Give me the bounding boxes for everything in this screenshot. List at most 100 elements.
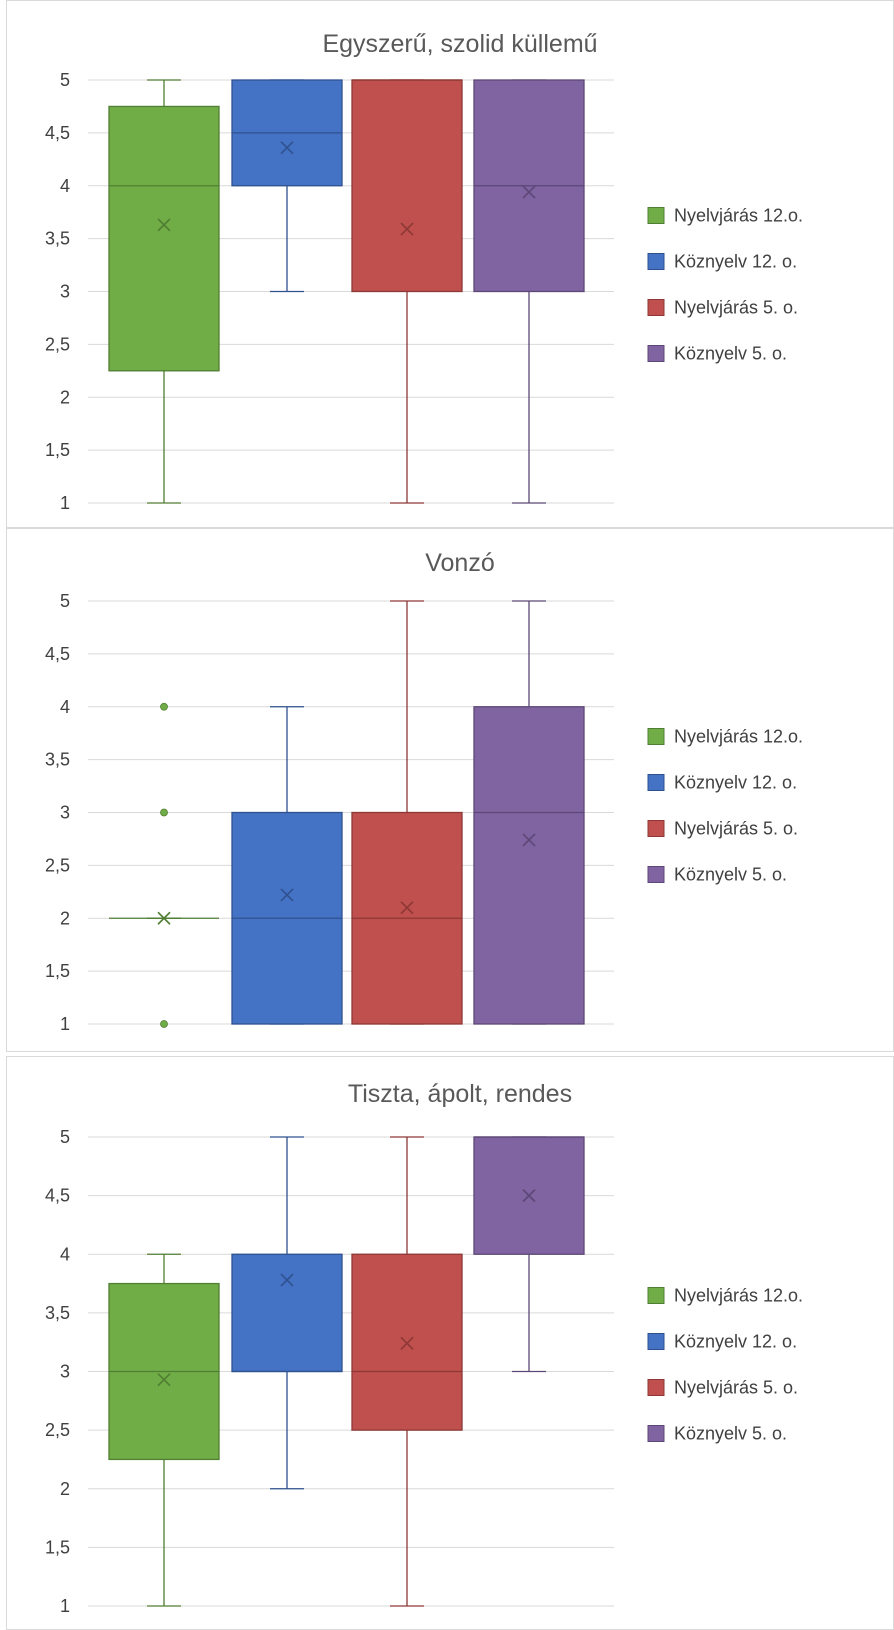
legend-label: Köznyelv 12. o. (674, 1332, 797, 1352)
box-group (231, 79, 343, 293)
y-tick-label: 5 (60, 591, 70, 611)
boxplot-chart-3: 1 1,5 2 2,5 3 3,5 4 4,5 5 Nyelvjárás 12.o. Köznye… (45, 1080, 803, 1616)
legend-swatch (647, 820, 665, 837)
legend-swatch (647, 1425, 665, 1442)
legend-label: Nyelvjárás 12.o. (674, 1286, 803, 1306)
y-tick-labels: 1 1,5 2 2,5 3 3,5 4 4,5 5 (45, 591, 70, 1034)
y-tick-label: 2,5 (45, 855, 70, 875)
legend-swatch (647, 299, 665, 316)
y-tick-label: 2,5 (45, 1420, 70, 1440)
y-tick-label: 4 (60, 176, 70, 196)
box-group (351, 600, 463, 1025)
legend-swatch (647, 1333, 665, 1350)
legend-label: Nyelvjárás 5. o. (674, 1378, 798, 1398)
chart-title: Egyszerű, szolid küllemű (322, 30, 597, 58)
y-tick-label: 1 (60, 1014, 70, 1034)
outlier-point (160, 702, 168, 711)
legend-label: Nyelvjárás 12.o. (674, 727, 803, 747)
mean-marker (522, 1189, 536, 1203)
legend-label: Köznyelv 5. o. (674, 1424, 787, 1444)
mean-marker (280, 888, 294, 902)
box-group (231, 1136, 343, 1490)
box-group (108, 79, 220, 504)
mean-marker (157, 218, 171, 232)
legend-swatch (647, 1379, 665, 1396)
box-group (473, 600, 585, 1025)
legend-label: Köznyelv 12. o. (674, 252, 797, 272)
legend-label: Nyelvjárás 12.o. (674, 206, 803, 226)
y-tick-label: 2 (60, 908, 70, 928)
mean-marker (400, 222, 414, 236)
legend-swatch (647, 253, 665, 270)
y-tick-label: 3,5 (45, 1303, 70, 1323)
y-tick-label: 4,5 (45, 644, 70, 664)
y-tick-label: 4,5 (45, 1186, 70, 1206)
boxes (109, 600, 585, 1028)
box (108, 105, 220, 372)
y-tick-label: 1,5 (45, 440, 70, 460)
box-group (473, 1136, 585, 1373)
box (473, 706, 585, 1025)
legend: Nyelvjárás 12.o. Köznyelv 12. o. Nyelvjárá… (647, 1286, 803, 1444)
legend-swatch (647, 866, 665, 883)
y-tick-labels: 1 1,5 2 2,5 3 3,5 4 4,5 5 (45, 1127, 70, 1616)
legend-swatch (647, 345, 665, 362)
y-tick-label: 3 (60, 282, 70, 302)
mean-marker (157, 1373, 171, 1387)
legend-label: Nyelvjárás 5. o. (674, 298, 798, 318)
chart-panel-3: 1 1,5 2 2,5 3 3,5 4 4,5 5 Nyelvjárás 12.o. Köznye… (0, 1056, 894, 1630)
y-tick-label: 5 (60, 70, 70, 90)
legend: Nyelvjárás 12.o. Köznyelv 12. o. Nyelvjárá… (647, 727, 803, 885)
y-tick-label: 4,5 (45, 123, 70, 143)
y-tick-label: 3,5 (45, 750, 70, 770)
y-tick-label: 2 (60, 387, 70, 407)
y-tick-label: 2,5 (45, 334, 70, 354)
boxes (108, 79, 585, 504)
outlier-point (160, 808, 168, 817)
box (351, 79, 463, 293)
y-tick-label: 3 (60, 803, 70, 823)
mean-marker (280, 141, 294, 155)
legend-label: Köznyelv 12. o. (674, 773, 797, 793)
legend: Nyelvjárás 12.o. Köznyelv 12. o. Nyelvjárá… (647, 206, 803, 364)
y-tick-label: 1,5 (45, 961, 70, 981)
y-tick-label: 4 (60, 697, 70, 717)
chart-title: Vonzó (425, 549, 495, 577)
y-tick-label: 5 (60, 1127, 70, 1147)
box (351, 1253, 463, 1431)
legend-swatch (647, 1287, 665, 1304)
boxes (108, 1136, 585, 1607)
box-group (351, 1136, 463, 1607)
boxplot-chart-1: 1 1,5 2 2,5 3 3,5 4 4,5 5 Nyelvjárás 12.o. Köznye… (45, 30, 803, 513)
legend-swatch (647, 207, 665, 224)
outlier-point (160, 1020, 168, 1028)
box (231, 1253, 343, 1373)
chart-panel-1: 1 1,5 2 2,5 3 3,5 4 4,5 5 Nyelvjárás 12.o. Köznye… (0, 0, 894, 528)
mean-marker (400, 1336, 414, 1350)
legend-label: Köznyelv 5. o. (674, 344, 787, 364)
chart-panel-2: 1 1,5 2 2,5 3 3,5 4 4,5 5 Nyelvjárás 12.o. Köznye… (0, 528, 894, 1052)
legend-swatch (647, 774, 665, 791)
box-group (108, 1253, 220, 1607)
y-tick-label: 3,5 (45, 229, 70, 249)
y-tick-label: 1 (60, 1596, 70, 1616)
mean-marker (522, 185, 536, 199)
y-tick-label: 4 (60, 1244, 70, 1264)
y-tick-labels: 1 1,5 2 2,5 3 3,5 4 4,5 5 (45, 70, 70, 513)
box-group (109, 702, 219, 1028)
boxplot-chart-2: 1 1,5 2 2,5 3 3,5 4 4,5 5 Nyelvjárás 12.o. Köznye… (45, 549, 803, 1034)
legend-swatch (647, 728, 665, 745)
y-tick-label: 3 (60, 1362, 70, 1382)
y-tick-label: 2 (60, 1479, 70, 1499)
box-group (473, 79, 585, 504)
mean-marker (280, 1273, 294, 1287)
y-tick-label: 1,5 (45, 1537, 70, 1557)
box-group (231, 706, 343, 1025)
legend-label: Köznyelv 5. o. (674, 865, 787, 885)
y-tick-label: 1 (60, 493, 70, 513)
mean-marker (157, 911, 171, 925)
box-group (351, 79, 463, 504)
chart-title: Tiszta, ápolt, rendes (348, 1080, 572, 1108)
legend-label: Nyelvjárás 5. o. (674, 819, 798, 839)
mean-marker (400, 901, 414, 915)
